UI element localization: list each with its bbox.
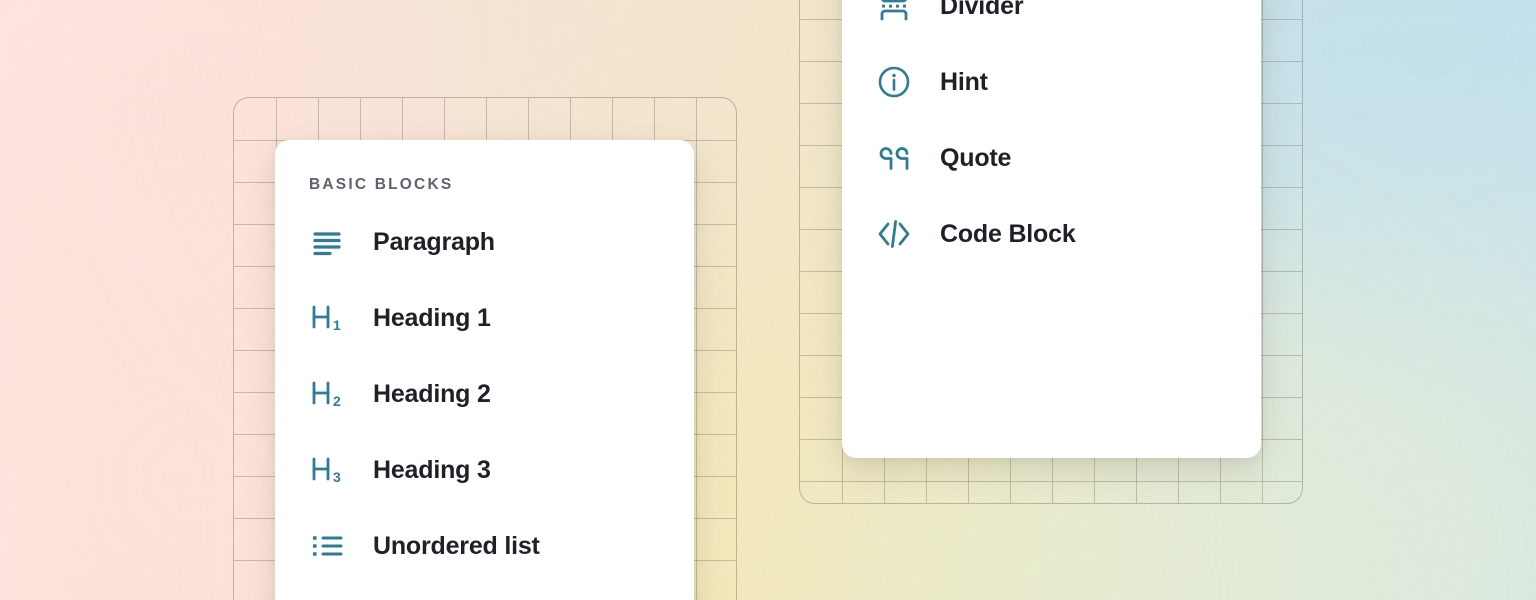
block-list-left: Paragraph 1 Heading 1 2 Heading 2 3 Heading 3 U… (309, 204, 660, 584)
divider-icon (876, 0, 912, 24)
block-item-quote[interactable]: Quote (876, 120, 1227, 196)
block-menu-right-inner: 12Ordered listTask listDividerHintQuoteC… (842, 0, 1261, 272)
block-item-label: Heading 3 (373, 455, 491, 484)
block-item-hint[interactable]: Hint (876, 44, 1227, 120)
block-item-label: Hint (940, 67, 988, 96)
block-item-label: Heading 1 (373, 303, 491, 332)
block-item-label: Unordered list (373, 531, 540, 560)
block-item-heading-1[interactable]: 1 Heading 1 (309, 280, 660, 356)
svg-text:2: 2 (333, 393, 341, 409)
block-item-heading-3[interactable]: 3 Heading 3 (309, 432, 660, 508)
block-item-divider[interactable]: Divider (876, 0, 1227, 44)
code-block-icon (876, 216, 912, 252)
paragraph-icon (309, 224, 345, 260)
block-menu-left-inner: BASIC BLOCKS Paragraph 1 Heading 1 2 Heading… (275, 140, 694, 584)
heading-1-icon: 1 (309, 300, 345, 336)
heading-2-icon: 2 (309, 376, 345, 412)
block-item-label: Quote (940, 143, 1012, 172)
block-item-code-block[interactable]: Code Block (876, 196, 1227, 272)
block-item-label: Divider (940, 0, 1024, 20)
block-item-label: Heading 2 (373, 379, 491, 408)
block-item-paragraph[interactable]: Paragraph (309, 204, 660, 280)
block-item-heading-2[interactable]: 2 Heading 2 (309, 356, 660, 432)
quote-icon (876, 140, 912, 176)
block-item-label: Paragraph (373, 227, 495, 256)
svg-text:1: 1 (333, 317, 341, 333)
unordered-list-icon (309, 528, 345, 564)
block-menu-card-left: BASIC BLOCKS Paragraph 1 Heading 1 2 Heading… (275, 140, 694, 600)
svg-text:3: 3 (333, 469, 341, 485)
block-item-unordered-list[interactable]: Unordered list (309, 508, 660, 584)
hint-icon (876, 64, 912, 100)
block-item-label: Code Block (940, 219, 1076, 248)
heading-3-icon: 3 (309, 452, 345, 488)
block-menu-card-right: 12Ordered listTask listDividerHintQuoteC… (842, 0, 1261, 458)
section-label-basic-blocks: BASIC BLOCKS (309, 176, 454, 193)
block-list-right: 12Ordered listTask listDividerHintQuoteC… (876, 0, 1227, 272)
